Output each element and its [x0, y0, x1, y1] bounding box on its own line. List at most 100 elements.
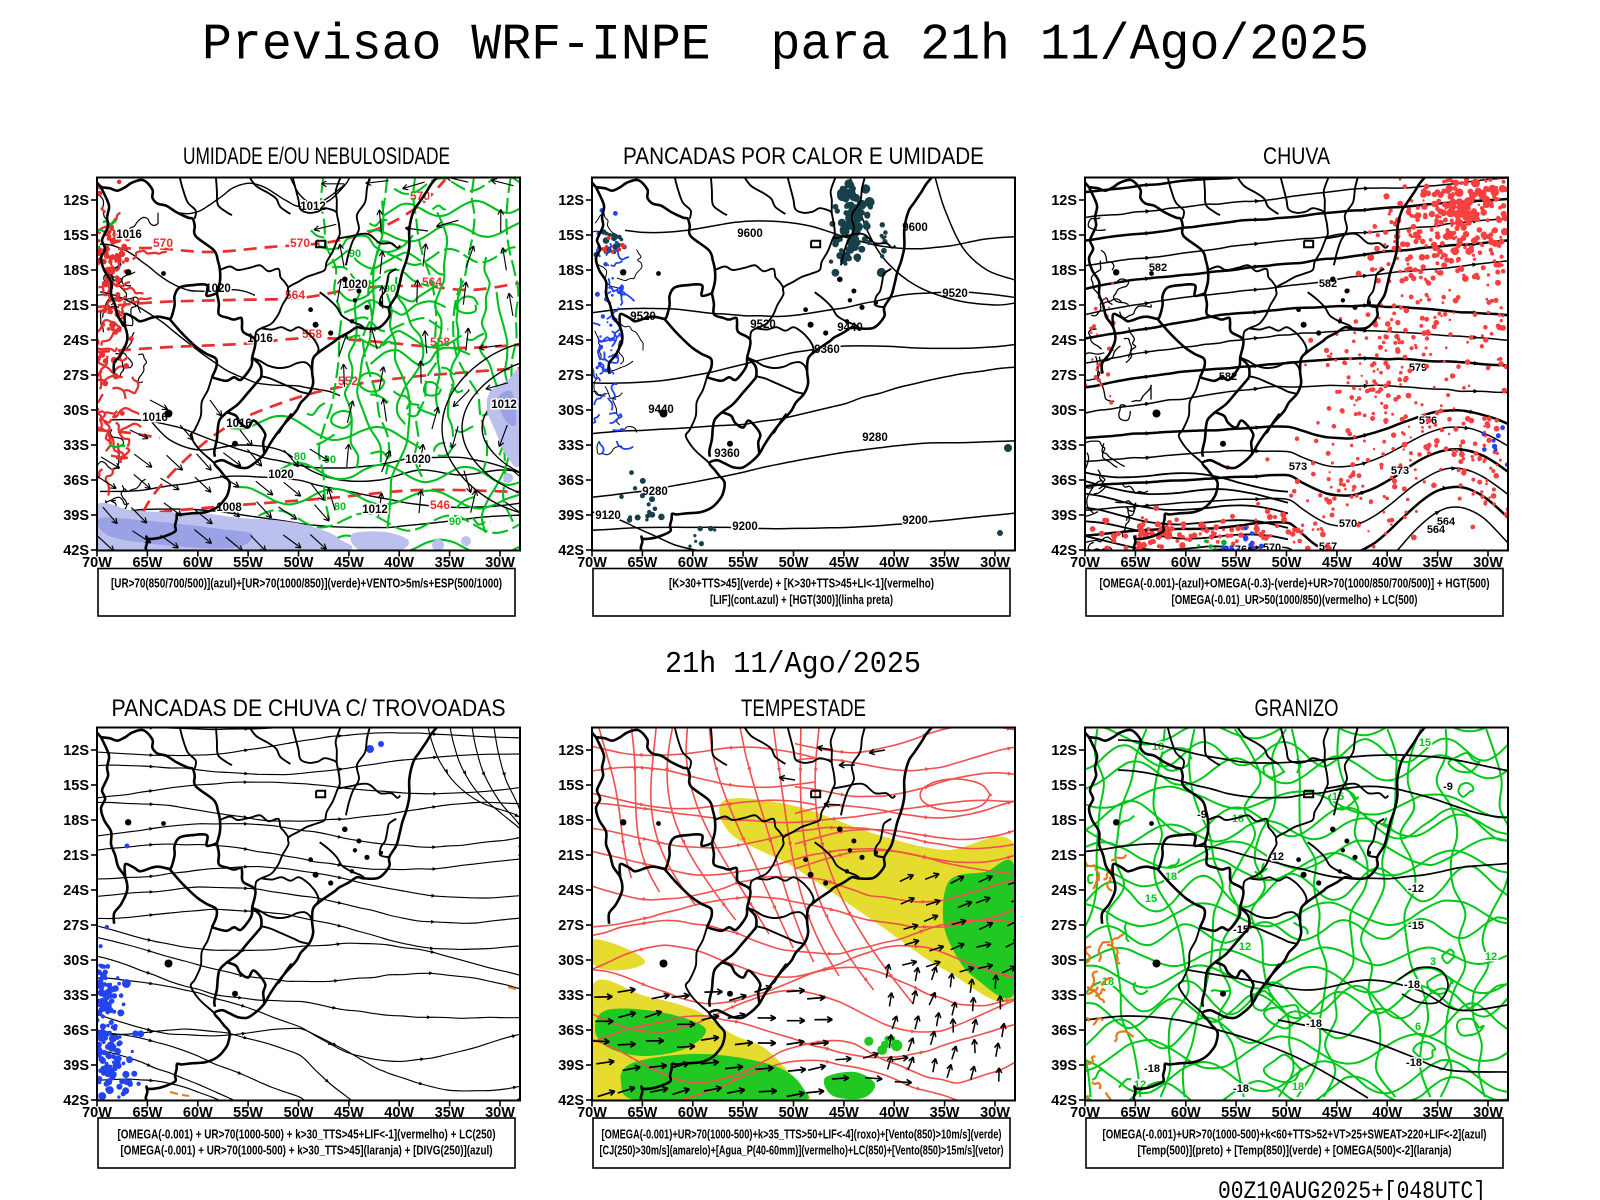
svg-text:15: 15 — [1145, 893, 1157, 905]
svg-text:27S: 27S — [63, 918, 89, 934]
svg-text:55W: 55W — [1221, 555, 1251, 571]
svg-text:35W: 35W — [435, 555, 465, 571]
svg-text:21S: 21S — [558, 298, 584, 314]
svg-text:65W: 65W — [1120, 1105, 1150, 1121]
svg-text:1012: 1012 — [491, 399, 517, 411]
svg-text:70W: 70W — [82, 1105, 112, 1121]
svg-text:60W: 60W — [183, 1105, 213, 1121]
svg-text:15S: 15S — [63, 778, 89, 794]
svg-text:9280: 9280 — [862, 432, 888, 444]
svg-text:-18: -18 — [1144, 1063, 1160, 1075]
svg-text:27S: 27S — [1051, 368, 1077, 384]
svg-text:-15: -15 — [1408, 920, 1424, 932]
svg-text:570: 570 — [1263, 542, 1281, 554]
svg-text:1020: 1020 — [405, 454, 431, 466]
svg-text:546: 546 — [430, 498, 450, 512]
svg-text:-18: -18 — [1404, 979, 1420, 991]
svg-text:1012: 1012 — [491, 399, 517, 411]
svg-text:564: 564 — [285, 288, 305, 302]
svg-text:21h 11/Ago/2025: 21h 11/Ago/2025 — [665, 647, 921, 682]
svg-text:24S: 24S — [63, 883, 89, 899]
svg-text:90: 90 — [349, 248, 361, 260]
svg-text:27S: 27S — [558, 368, 584, 384]
svg-text:50W: 50W — [1272, 555, 1302, 571]
svg-text:30W: 30W — [485, 555, 515, 571]
svg-text:1012: 1012 — [362, 504, 388, 516]
svg-text:9600: 9600 — [737, 228, 763, 240]
svg-text:-18: -18 — [1233, 1083, 1249, 1095]
svg-text:[OMEGA(-0.001)+UR>70(1000-500): [OMEGA(-0.001)+UR>70(1000-500)+k<60+TTS>… — [1103, 1128, 1487, 1142]
svg-text:33S: 33S — [558, 988, 584, 1004]
svg-text:546: 546 — [430, 498, 450, 512]
svg-text:33S: 33S — [63, 438, 89, 454]
svg-text:45W: 45W — [1322, 555, 1352, 571]
svg-text:PANCADAS DE CHUVA C/ TROVOADAS: PANCADAS DE CHUVA C/ TROVOADAS — [112, 695, 506, 722]
svg-text:45W: 45W — [334, 1105, 364, 1121]
svg-text:21S: 21S — [558, 848, 584, 864]
svg-text:35W: 35W — [1423, 555, 1453, 571]
svg-text:6: 6 — [1415, 1021, 1421, 1033]
svg-text:UMIDADE E/OU NEBULOSIDADE: UMIDADE E/OU NEBULOSIDADE — [183, 143, 450, 170]
svg-text:60W: 60W — [183, 555, 213, 571]
svg-text:80: 80 — [334, 501, 346, 513]
svg-text:42S: 42S — [63, 1093, 89, 1109]
svg-text:[OMEGA(-0.001) + UR>70(1000-: [OMEGA(-0.001) + UR>70(1000-500) + k>30_… — [118, 1128, 496, 1142]
svg-text:558: 558 — [302, 327, 322, 341]
svg-text:35W: 35W — [435, 1105, 465, 1121]
svg-text:-18: -18 — [1233, 1083, 1249, 1095]
svg-text:33S: 33S — [558, 438, 584, 454]
svg-text:570: 570 — [290, 236, 310, 250]
svg-text:1020: 1020 — [342, 279, 368, 291]
svg-text:576: 576 — [1229, 544, 1247, 556]
svg-text:[Temp(500)](preto) + [Temp(8: [Temp(500)](preto) + [Temp(850)](verde) … — [1138, 1144, 1452, 1158]
svg-text:12S: 12S — [1051, 743, 1077, 759]
svg-text:40W: 40W — [879, 555, 909, 571]
svg-text:70W: 70W — [577, 555, 607, 571]
svg-text:9280: 9280 — [642, 486, 668, 498]
svg-text:18S: 18S — [558, 263, 584, 279]
svg-text:-18: -18 — [1404, 979, 1420, 991]
svg-text:9600: 9600 — [737, 228, 763, 240]
svg-text:42S: 42S — [1051, 1093, 1077, 1109]
svg-text:24S: 24S — [558, 333, 584, 349]
svg-text:9200: 9200 — [902, 515, 928, 527]
svg-text:-18: -18 — [1306, 1018, 1322, 1030]
svg-text:65W: 65W — [132, 1105, 162, 1121]
svg-text:9280: 9280 — [642, 486, 668, 498]
svg-text:3: 3 — [1430, 956, 1436, 968]
svg-text:582: 582 — [1219, 371, 1237, 383]
svg-text:15S: 15S — [63, 228, 89, 244]
svg-text:1020: 1020 — [405, 454, 431, 466]
svg-text:90: 90 — [449, 516, 461, 528]
svg-text:-18: -18 — [1144, 1063, 1160, 1075]
svg-text:30W: 30W — [980, 1105, 1010, 1121]
svg-text:576: 576 — [1229, 544, 1247, 556]
svg-text:1016: 1016 — [142, 412, 168, 424]
svg-text:570: 570 — [1263, 542, 1281, 554]
svg-text:40W: 40W — [1372, 555, 1402, 571]
svg-text:65W: 65W — [627, 1105, 657, 1121]
svg-text:30S: 30S — [558, 953, 584, 969]
svg-text:9280: 9280 — [862, 432, 888, 444]
svg-text:45W: 45W — [1322, 1105, 1352, 1121]
svg-text:39S: 39S — [1051, 508, 1077, 524]
svg-text:570: 570 — [153, 236, 173, 250]
svg-text:564: 564 — [1427, 524, 1446, 536]
svg-text:570: 570 — [1339, 518, 1357, 530]
svg-text:30S: 30S — [558, 403, 584, 419]
svg-text:42S: 42S — [558, 543, 584, 559]
svg-text:12: 12 — [1485, 951, 1497, 963]
svg-text:558: 558 — [302, 327, 322, 341]
svg-text:564: 564 — [285, 288, 305, 302]
svg-text:65W: 65W — [1120, 555, 1150, 571]
svg-text:1020: 1020 — [268, 469, 294, 481]
svg-text:CHUVA: CHUVA — [1263, 143, 1330, 170]
svg-text:42S: 42S — [558, 1093, 584, 1109]
svg-text:65W: 65W — [132, 555, 162, 571]
svg-text:45W: 45W — [334, 555, 364, 571]
svg-text:12S: 12S — [1051, 193, 1077, 209]
svg-text:PANCADAS POR CALOR E UMIDADE: PANCADAS POR CALOR E UMIDADE — [623, 143, 984, 170]
svg-text:18S: 18S — [63, 813, 89, 829]
svg-text:55W: 55W — [1221, 1105, 1251, 1121]
svg-text:18S: 18S — [63, 263, 89, 279]
